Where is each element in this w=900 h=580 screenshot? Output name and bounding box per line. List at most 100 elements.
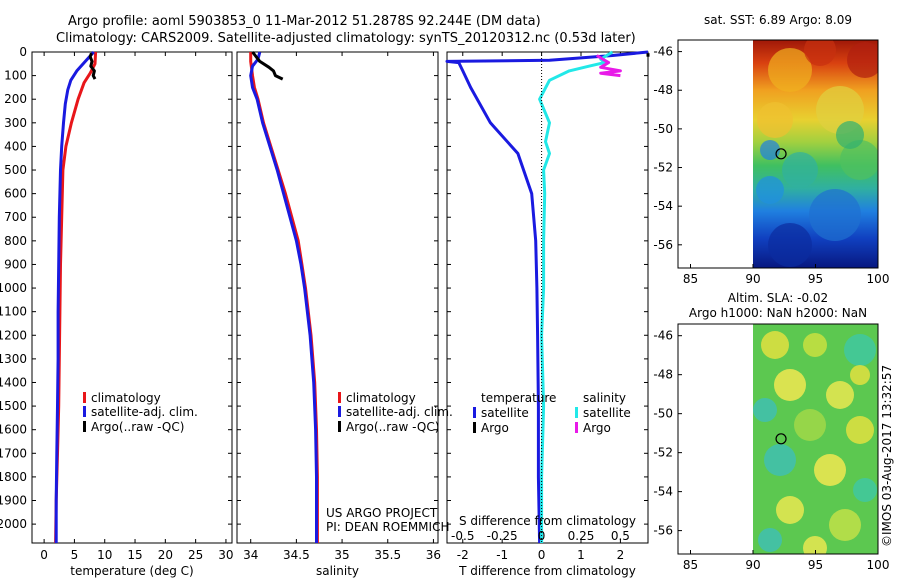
sst-patch bbox=[768, 48, 812, 92]
legend-argo-swatch bbox=[83, 421, 86, 432]
temperature-frame bbox=[31, 51, 233, 544]
depth-tick-label: 1000 bbox=[0, 281, 27, 295]
legend-t-satellite-swatch bbox=[473, 407, 476, 418]
depth-tick-label: 1800 bbox=[0, 470, 27, 484]
sla-patch bbox=[776, 496, 804, 524]
sla_map-frame bbox=[677, 323, 879, 555]
legend-temperature-title: temperature bbox=[481, 391, 556, 405]
figure-title-line2: Climatology: CARS2009. Satellite-adjuste… bbox=[56, 31, 636, 46]
sla-patch bbox=[826, 381, 854, 409]
sla-map-panel: 85 90 95 100 -46 -48 -50 -52 -54 -56 Altim. SLA: -… bbox=[653, 291, 889, 572]
credit-text: ©IMOS 03-Aug-2017 13:32:57 bbox=[880, 365, 894, 547]
sst_map-ytick-label: -46 bbox=[653, 45, 673, 59]
legend-satellite-label: satellite-adj. clim. bbox=[91, 405, 198, 419]
temperature-series-line bbox=[54, 51, 98, 544]
difference-xtick-label: 2 bbox=[617, 548, 625, 562]
figure-title-line1: Argo profile: aoml 5903853_0 11-Mar-2012… bbox=[68, 14, 541, 29]
depth-tick-label: 1400 bbox=[0, 375, 27, 389]
legend-argo-label: Argo(..raw -QC) bbox=[346, 420, 439, 434]
sla-patch bbox=[814, 454, 846, 486]
difference-xtick-label: 0 bbox=[538, 548, 546, 562]
sla-patch bbox=[753, 398, 777, 422]
temperature-series-line bbox=[88, 52, 97, 80]
s-axis-tick-label: -0.5 bbox=[451, 529, 474, 543]
temperature-xtick-label: 5 bbox=[71, 548, 79, 562]
profile-location-marker bbox=[775, 148, 787, 160]
sla-patch bbox=[803, 536, 827, 554]
salinity-xtick-label: 34.5 bbox=[283, 548, 310, 562]
s-axis-tick-label: 0.5 bbox=[611, 529, 630, 543]
salinity-xtick-label: 35 bbox=[334, 548, 349, 562]
sla_map-xtick-label: 90 bbox=[745, 558, 760, 572]
legend-climatology-label: climatology bbox=[91, 391, 161, 405]
depth-tick-label: 2000 bbox=[0, 517, 27, 531]
depth-tick-label: 100 bbox=[4, 69, 27, 83]
sla-patch bbox=[846, 416, 874, 444]
depth-tick-label: 600 bbox=[4, 187, 27, 201]
temperature-xtick-label: 25 bbox=[188, 548, 203, 562]
legend-s-argo-swatch bbox=[575, 422, 578, 433]
sst_map-ytick-label: -52 bbox=[653, 161, 673, 175]
sst-patch bbox=[847, 42, 878, 78]
sst_map-ytick-label: -48 bbox=[653, 83, 673, 97]
sst_map-xtick-label: 85 bbox=[683, 272, 698, 286]
depth-tick-label: 300 bbox=[4, 116, 27, 130]
sla_map-ytick-label: -56 bbox=[653, 524, 673, 538]
sla-patch bbox=[844, 334, 876, 366]
salinity-frame bbox=[236, 51, 439, 544]
sla-patch bbox=[764, 444, 796, 476]
difference-panel: -2 -1 0 1 2 T difference from climatology -0.5… bbox=[445, 50, 650, 578]
project-annotation: US ARGO PROJECT bbox=[326, 506, 438, 520]
sst-patch bbox=[768, 223, 812, 267]
depth-tick-label: 1300 bbox=[0, 352, 27, 366]
sst_map-xtick-label: 95 bbox=[808, 272, 823, 286]
temperature-series-line bbox=[54, 50, 95, 543]
sla_map-ytick-label: -50 bbox=[653, 407, 673, 421]
sst_map-field bbox=[753, 40, 878, 268]
depth-tick-label: 0 bbox=[19, 45, 27, 59]
sla_map-ytick-label: -46 bbox=[653, 329, 673, 343]
difference-xlabel: T difference from climatology bbox=[458, 564, 636, 578]
sst-patch bbox=[760, 140, 780, 160]
sst-patch bbox=[804, 40, 836, 66]
legend-satellite-label: satellite-adj. clim. bbox=[346, 405, 453, 419]
sst_map-ytick-label: -50 bbox=[653, 122, 673, 136]
sla-patch bbox=[850, 365, 870, 385]
depth-tick-label: 400 bbox=[4, 139, 27, 153]
sst-map-title: sat. SST: 6.89 Argo: 8.09 bbox=[704, 13, 852, 27]
difference-frame bbox=[446, 51, 649, 544]
salinity-xtick-label: 35.5 bbox=[374, 548, 401, 562]
sst-patch bbox=[782, 152, 818, 188]
sla-patch bbox=[829, 509, 861, 541]
temperature-xtick-label: 20 bbox=[158, 548, 173, 562]
s-axis-title: S difference from climatology bbox=[459, 514, 636, 528]
depth-tick-label: 1600 bbox=[0, 423, 27, 437]
sst-patch bbox=[836, 121, 864, 149]
sla-patch bbox=[758, 528, 782, 552]
salinity-xlabel: salinity bbox=[316, 564, 359, 578]
temperature-xtick-label: 15 bbox=[127, 548, 142, 562]
sla_map-field bbox=[753, 324, 878, 554]
difference-series-line bbox=[445, 50, 649, 544]
depth-tick-label: 900 bbox=[4, 257, 27, 271]
temperature-xtick-label: 0 bbox=[40, 548, 48, 562]
sla_map-ytick-label: -48 bbox=[653, 368, 673, 382]
legend-satellite-swatch bbox=[338, 406, 341, 417]
sla-map-subtitle: Argo h1000: NaN h2000: NaN bbox=[689, 306, 867, 320]
sla_map-xtick-label: 85 bbox=[683, 558, 698, 572]
legend-argo-label: Argo(..raw -QC) bbox=[91, 420, 184, 434]
legend-t-satellite-label: satellite bbox=[481, 406, 529, 420]
sla-map-title: Altim. SLA: -0.02 bbox=[728, 291, 828, 305]
depth-tick-label: 1900 bbox=[0, 494, 27, 508]
legend-t-argo-label: Argo bbox=[481, 421, 509, 435]
s-axis-tick-label: 0.25 bbox=[568, 529, 595, 543]
sla-patch bbox=[761, 331, 789, 359]
sst_map-ytick-label: -56 bbox=[653, 238, 673, 252]
temperature-xlabel: temperature (deg C) bbox=[70, 564, 193, 578]
depth-tick-label: 700 bbox=[4, 210, 27, 224]
sla-patch bbox=[853, 478, 877, 502]
depth-tick-label: 1500 bbox=[0, 399, 27, 413]
salinity-series-line bbox=[249, 51, 318, 543]
depth-tick-label: 1700 bbox=[0, 446, 27, 460]
